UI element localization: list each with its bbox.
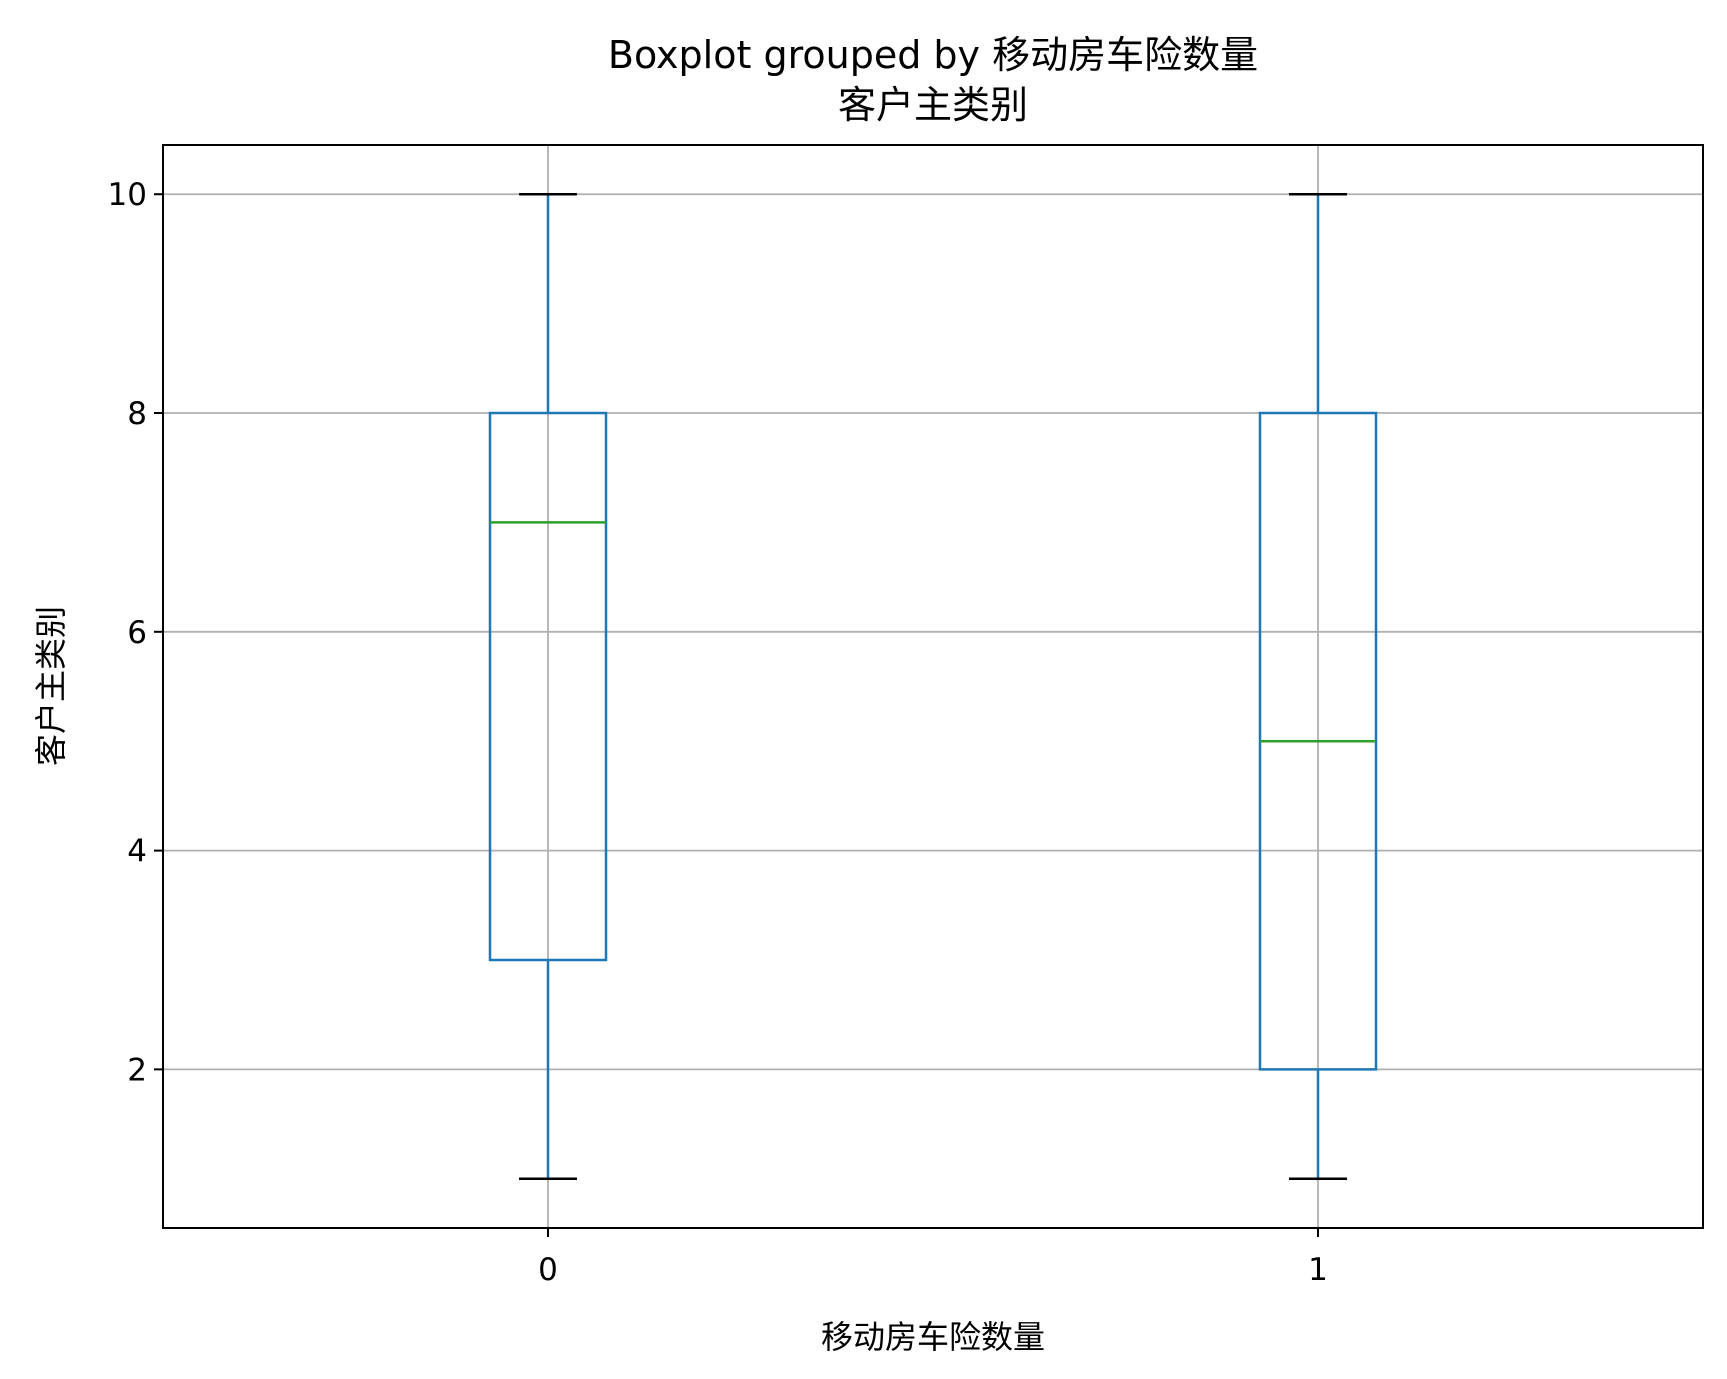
y-tick-label: 2 bbox=[127, 1052, 147, 1088]
x-tick-label: 1 bbox=[1308, 1252, 1328, 1288]
x-tick-label: 0 bbox=[538, 1252, 558, 1288]
x-axis-label: 移动房车险数量 bbox=[821, 1318, 1045, 1356]
chart-title: Boxplot grouped by 移动房车险数量 bbox=[608, 33, 1258, 77]
grid-layer bbox=[163, 145, 1703, 1228]
y-tick-label: 8 bbox=[127, 396, 147, 432]
box-group-0 bbox=[488, 192, 608, 1181]
y-axis-label: 客户主类别 bbox=[32, 606, 70, 766]
y-tick-label: 4 bbox=[127, 834, 147, 870]
iqr-box bbox=[488, 411, 608, 962]
y-tick-label: 6 bbox=[127, 615, 147, 651]
plot-frame bbox=[162, 144, 1704, 1229]
chart-subtitle: 客户主类别 bbox=[838, 83, 1028, 127]
ticks-layer: 2 4 6 8 10 0 1 bbox=[108, 177, 1328, 1288]
y-tick-label: 10 bbox=[108, 177, 147, 213]
boxes-layer bbox=[488, 192, 1378, 1181]
box-group-1 bbox=[1258, 192, 1378, 1181]
